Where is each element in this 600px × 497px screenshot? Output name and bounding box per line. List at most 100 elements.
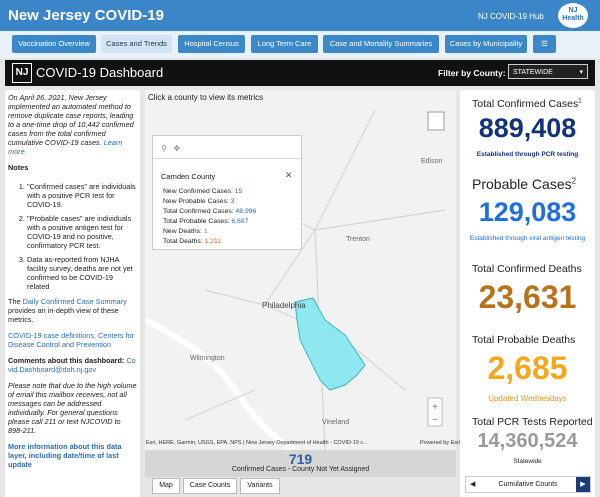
camden-county[interactable]: [294, 297, 366, 391]
row-value: 3: [230, 198, 235, 205]
bottom-tab[interactable]: Case Counts: [183, 478, 237, 494]
nav-label: Cumulative Counts: [498, 481, 558, 488]
popup-title: Camden County: [161, 172, 216, 181]
metric-title: Probable Cases2: [472, 176, 576, 192]
notice: On April 26, 2021, New Jersey implemente…: [8, 93, 137, 156]
nav-next[interactable]: ▶: [576, 477, 590, 492]
tab[interactable]: Vaccination Overview: [12, 35, 96, 53]
metric-sub: Established through PCR testing: [476, 151, 579, 158]
metric-value: 14,360,524: [477, 430, 578, 452]
zoom-in[interactable]: +: [432, 402, 438, 413]
tab[interactable]: Case and Mortality Summaries: [323, 35, 439, 53]
note: "Probable cases" are individuals with a …: [27, 214, 137, 250]
row-label: New Probable Cases:: [163, 198, 229, 205]
notice-text: On April 26, 2021, New Jersey implemente…: [8, 93, 134, 147]
popup-row: Total Probable Cases: 6,687: [163, 218, 248, 225]
nav-prev[interactable]: ◀: [470, 481, 476, 488]
attribution: Esri, HERE, Garmin, USGS, EPA, NPS | New…: [146, 440, 368, 446]
tab[interactable]: Cases by Municipality: [445, 35, 527, 53]
metric-value: 129,083: [478, 197, 577, 227]
metric-title: Total Confirmed Deaths: [472, 263, 582, 275]
summary-prefix: The: [8, 297, 21, 306]
tab[interactable]: Hospital Census: [178, 35, 245, 53]
dashboard-logo: NJ: [12, 63, 32, 83]
row-value: 6,687: [231, 218, 249, 225]
email-note: Please note that due to the high volume …: [8, 381, 137, 435]
county-popup: ⚲ ✥ Camden County ✕ New Confirmed Cases:…: [152, 135, 302, 250]
unassigned-value: 719: [288, 451, 313, 467]
county-select[interactable]: STATEWIDE: [508, 64, 588, 80]
divider: [153, 158, 301, 159]
metric-sub: Established through viral antigen testin…: [469, 235, 586, 242]
popup-close[interactable]: ✕: [285, 170, 293, 180]
comments: Comments about this dashboard: Covid.Das…: [8, 356, 137, 374]
row-value: 1: [203, 228, 208, 235]
note: Data as-reported from NJHA facility surv…: [27, 255, 137, 291]
logo: NJ Health: [558, 3, 588, 28]
river: [145, 317, 297, 450]
bottom-tab[interactable]: Map: [152, 478, 180, 494]
metric-sub: Updated Wednesdays: [488, 394, 567, 403]
zoom-control[interactable]: [427, 397, 443, 427]
map-hint: Click a county to view its metrics: [148, 93, 264, 102]
comments-heading: Comments about this dashboard:: [8, 356, 125, 365]
metric-title-text: Probable Cases: [472, 176, 572, 192]
summary-suffix: provides an in-depth view of these metri…: [8, 306, 119, 324]
metric-value: 2,685: [487, 350, 568, 386]
unassigned-label: Confirmed Cases - County Not Yet Assigne…: [231, 466, 370, 473]
footnote: 2: [571, 176, 577, 186]
summary-link[interactable]: Daily Confirmed Case Summary: [22, 297, 127, 306]
row-value: 1,211: [204, 238, 222, 245]
metrics-nav: ◀ Cumulative Counts ▶: [465, 476, 591, 493]
metric-title: Total PCR Tests Reported: [472, 416, 593, 428]
popup-row: Total Deaths: 1,211: [163, 238, 221, 245]
header-bar: [0, 0, 600, 31]
popup-row: Total Confirmed Cases: 48,996: [163, 208, 256, 215]
definitions-link[interactable]: COVID-19 case definitions, Centers for D…: [8, 331, 135, 349]
metric-title-text: Total Confirmed Cases: [472, 98, 579, 110]
row-value: 48,996: [235, 208, 257, 215]
hub-link[interactable]: NJ COVID-19 Hub: [478, 12, 544, 21]
row-value: 15: [234, 188, 243, 195]
row-label: New Confirmed Cases:: [163, 188, 233, 195]
metric-sub: Statewide: [513, 458, 542, 465]
place-label: Edison: [421, 158, 443, 165]
place-label: Philadelphia: [262, 301, 306, 310]
footnote: 1: [578, 98, 582, 105]
place-label: Vineland: [322, 419, 350, 426]
place-label: Trenton: [346, 236, 370, 243]
summary: The Daily Confirmed Case Summary provide…: [8, 297, 137, 324]
popup-row: New Deaths: 1: [163, 228, 208, 235]
legend-button[interactable]: [427, 111, 445, 131]
metrics-panel: [460, 90, 595, 497]
unassigned-box: [145, 450, 456, 477]
header-title: New Jersey COVID-19: [8, 7, 164, 24]
metric-value: 23,631: [478, 279, 577, 315]
place-label: Wilmington: [190, 355, 225, 362]
metric-title: Total Confirmed Cases1: [472, 98, 582, 110]
popup-tools[interactable]: ⚲ ✥: [161, 144, 181, 153]
learn-more-link[interactable]: Learn more.: [8, 138, 123, 156]
tab[interactable]: Long Term Care: [251, 35, 318, 53]
filter-label: Filter by County:: [438, 68, 506, 78]
powered-by: Powered by Esri: [420, 440, 461, 446]
zoom-out[interactable]: −: [432, 415, 438, 426]
dashboard-title: COVID-19 Dashboard: [36, 65, 164, 80]
row-label: Total Probable Cases:: [163, 218, 230, 225]
row-label: New Deaths:: [163, 228, 202, 235]
menu-icon[interactable]: ☰: [533, 35, 556, 53]
map-graphic: + −: [145, 109, 446, 450]
metric-title: Total Probable Deaths: [472, 334, 576, 346]
tab-active[interactable]: Cases and Trends: [101, 35, 172, 53]
note: "Confirmed cases" are individuals with a…: [27, 182, 137, 209]
popup-row: New Probable Cases: 3: [163, 198, 234, 205]
notes-heading: Notes: [8, 163, 29, 172]
dashboard-bar: [5, 60, 595, 86]
left-panel: On April 26, 2021, New Jersey implemente…: [5, 90, 140, 497]
bottom-tab[interactable]: Variants: [240, 478, 280, 494]
more-info-link[interactable]: More information about this data layer, …: [8, 442, 122, 469]
email-link[interactable]: Covid.Dashboard@doh.nj.gov: [8, 356, 136, 374]
row-label: Total Confirmed Cases:: [163, 208, 234, 215]
row-label: Total Deaths:: [163, 238, 203, 245]
